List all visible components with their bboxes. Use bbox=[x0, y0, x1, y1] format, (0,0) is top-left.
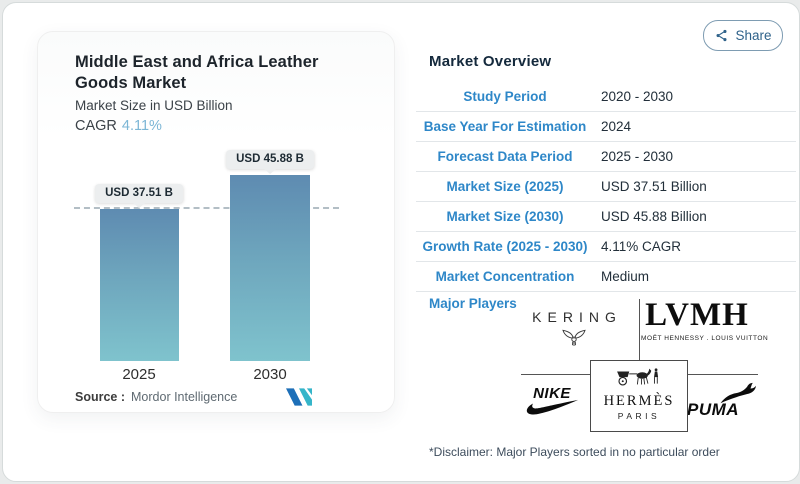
x-axis-tick-2030: 2030 bbox=[253, 366, 287, 383]
cagr-value: 4.11% bbox=[121, 118, 162, 134]
hermes-wordmark: HERMÈS bbox=[603, 393, 675, 409]
row-label: Market Size (2030) bbox=[446, 209, 564, 224]
source-value: Mordor Intelligence bbox=[131, 390, 238, 404]
hermes-subtext: PARIS bbox=[617, 411, 661, 421]
market-overview-heading: Market Overview bbox=[429, 53, 552, 70]
logo-grid-horizontal-divider-left bbox=[521, 374, 590, 375]
bar-value-label-2025: USD 37.51 B bbox=[95, 184, 183, 203]
row-label: Market Concentration bbox=[435, 269, 575, 284]
puma-logo: PUMA bbox=[687, 382, 757, 420]
share-nodes-icon bbox=[716, 29, 727, 42]
major-players-disclaimer: *Disclaimer: Major Players sorted in no … bbox=[429, 445, 720, 459]
nike-wordmark: NIKE bbox=[533, 385, 571, 402]
logo-grid-vertical-divider bbox=[639, 299, 640, 361]
nike-logo: NIKE bbox=[521, 385, 583, 417]
row-value: Medium bbox=[601, 269, 650, 284]
hermes-logo: HERMÈS PARIS bbox=[590, 360, 688, 432]
hermes-carriage-icon bbox=[617, 368, 659, 386]
nike-swoosh-icon bbox=[526, 399, 579, 415]
row-value: USD 37.51 Billion bbox=[601, 179, 707, 194]
puma-wordmark: PUMA bbox=[687, 400, 740, 419]
chart-cagr: CAGR 4.11% bbox=[75, 118, 162, 134]
market-overview-table: Study Period 2020 - 2030 Base Year For E… bbox=[416, 82, 796, 292]
mordor-intelligence-logo-icon bbox=[286, 388, 312, 406]
lvmh-wordmark: LVMH bbox=[645, 297, 749, 333]
x-axis-tick-2025: 2025 bbox=[122, 366, 156, 383]
cagr-label: CAGR bbox=[75, 118, 117, 134]
kering-wordmark: KERING bbox=[532, 309, 622, 325]
major-players-label: Major Players bbox=[429, 296, 517, 311]
logo-grid-horizontal-divider-right bbox=[686, 374, 758, 375]
source-label: Source : bbox=[75, 390, 126, 404]
table-row: Forecast Data Period 2025 - 2030 bbox=[416, 142, 796, 172]
share-button-label: Share bbox=[735, 28, 772, 43]
row-value: 2020 - 2030 bbox=[601, 89, 674, 104]
table-row: Market Concentration Medium bbox=[416, 262, 796, 292]
puma-cat-icon bbox=[720, 382, 756, 404]
bar-chart: USD 37.51 B USD 45.88 B bbox=[38, 32, 394, 361]
row-label: Forecast Data Period bbox=[437, 149, 573, 164]
row-value: 2024 bbox=[601, 119, 632, 134]
source-row: Source : Mordor Intelligence bbox=[75, 390, 357, 404]
row-label: Growth Rate (2025 - 2030) bbox=[422, 239, 588, 254]
table-row: Base Year For Estimation 2024 bbox=[416, 112, 796, 142]
table-row: Study Period 2020 - 2030 bbox=[416, 82, 796, 112]
row-label: Study Period bbox=[463, 89, 547, 104]
kering-logo: KERING bbox=[514, 309, 634, 349]
chart-title: Middle East and Africa Leather Goods Mar… bbox=[75, 53, 319, 93]
chart-subtitle: Market Size in USD Billion bbox=[75, 98, 233, 113]
chart-card: USD 37.51 B USD 45.88 B Middle East and … bbox=[37, 31, 395, 413]
row-value: 2025 - 2030 bbox=[601, 149, 674, 164]
bar-2025 bbox=[100, 209, 179, 361]
bar-value-label-2030: USD 45.88 B bbox=[226, 150, 314, 169]
row-label: Market Size (2025) bbox=[446, 179, 564, 194]
table-row: Market Size (2025) USD 37.51 Billion bbox=[416, 172, 796, 202]
reference-dashed-line bbox=[74, 207, 339, 209]
table-row: Market Size (2030) USD 45.88 Billion bbox=[416, 202, 796, 232]
row-value: 4.11% CAGR bbox=[601, 239, 682, 254]
lvmh-subtext: MOËT HENNESSY . LOUIS VUITTON bbox=[641, 335, 769, 342]
table-row: Growth Rate (2025 - 2030) 4.11% CAGR bbox=[416, 232, 796, 262]
row-label: Base Year For Estimation bbox=[423, 119, 587, 134]
kering-owl-icon bbox=[562, 329, 586, 347]
bar-2030 bbox=[230, 175, 310, 361]
lvmh-logo: LVMH MOËT HENNESSY . LOUIS VUITTON bbox=[641, 297, 769, 343]
row-value: USD 45.88 Billion bbox=[601, 209, 707, 224]
share-button[interactable]: Share bbox=[703, 20, 783, 51]
